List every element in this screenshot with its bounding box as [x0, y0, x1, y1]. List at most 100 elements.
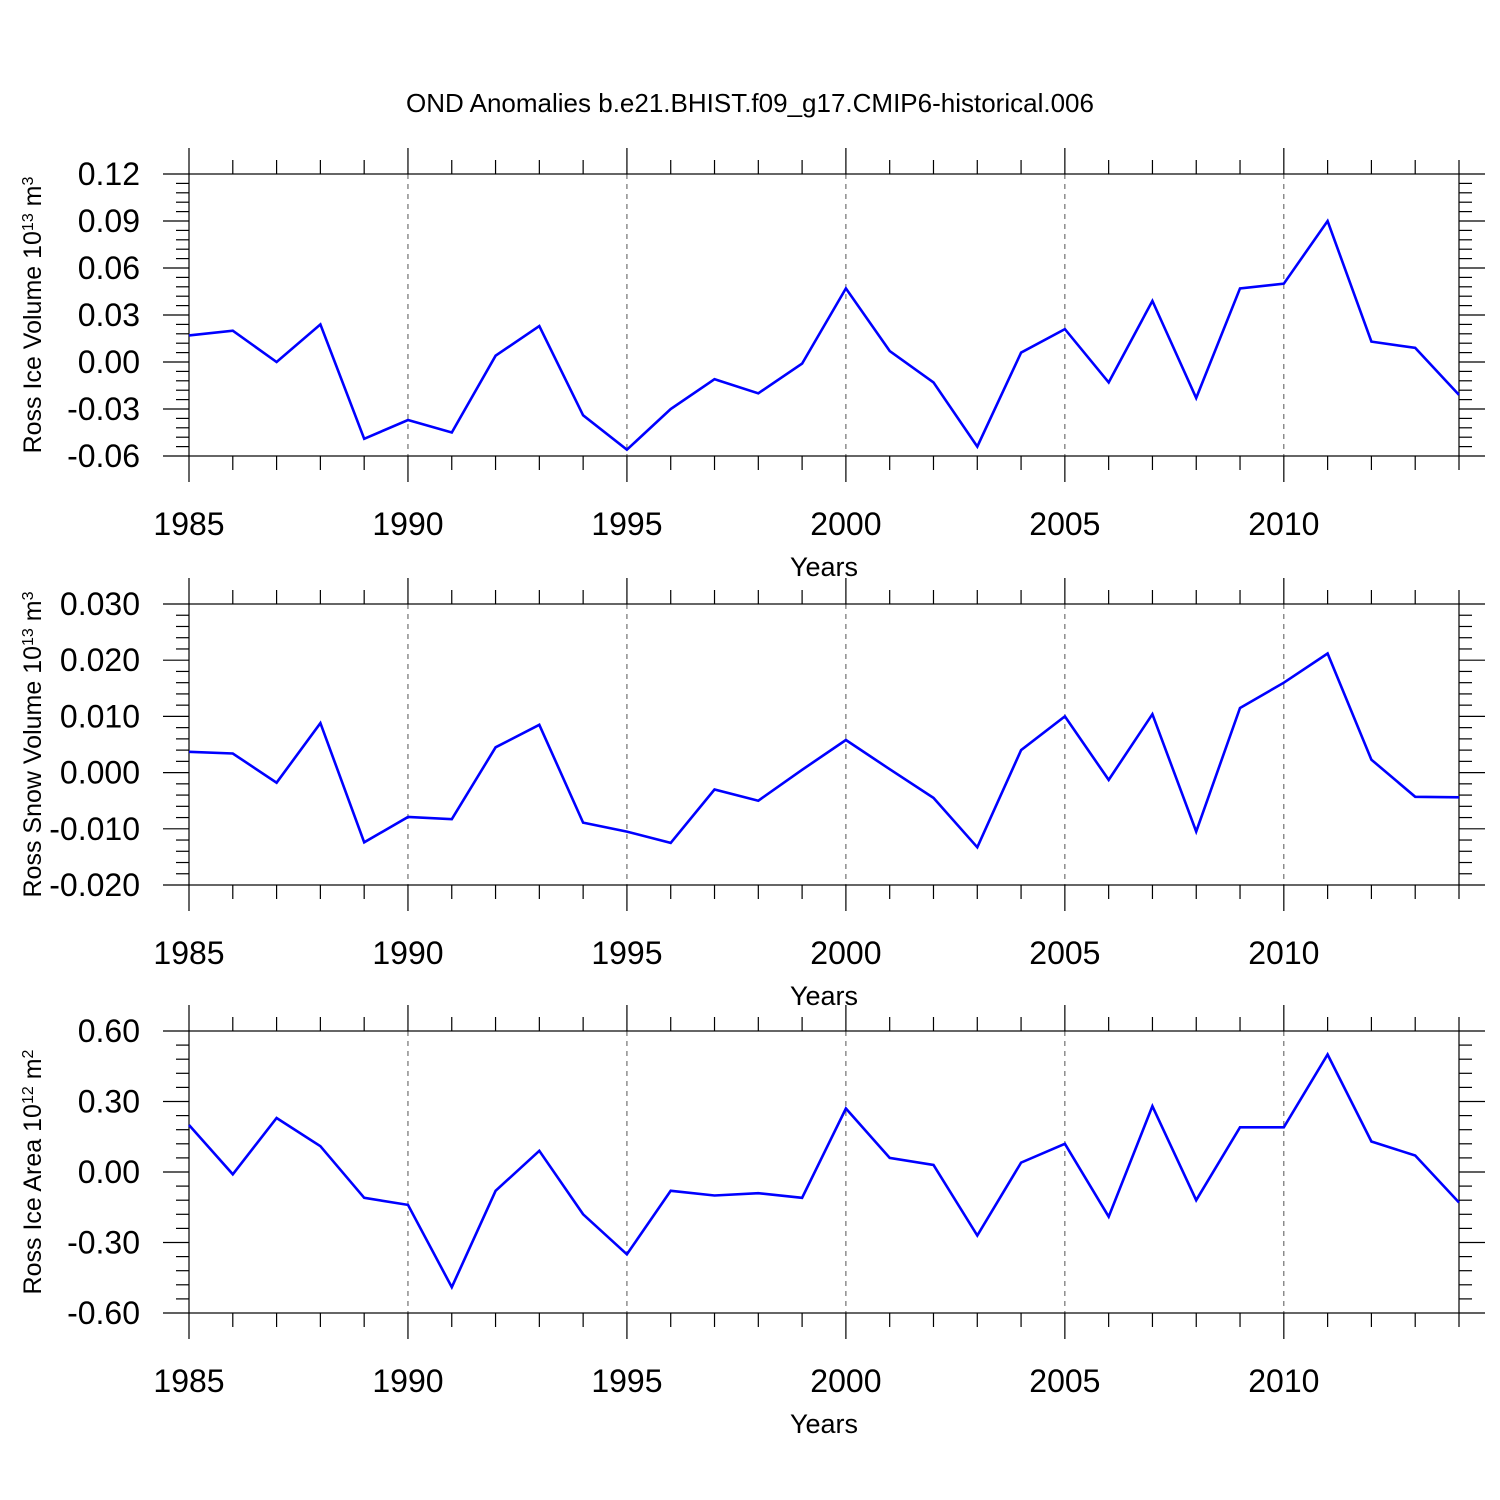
data-point — [1020, 749, 1023, 752]
data-point — [1063, 328, 1066, 331]
data-point — [450, 818, 453, 821]
data-point — [1239, 706, 1242, 709]
data-point — [231, 329, 234, 332]
data-point — [625, 1253, 628, 1256]
y-tick-label: 0.12 — [78, 156, 140, 192]
x-tick-label: 1995 — [591, 506, 662, 542]
data-point — [188, 334, 191, 337]
data-point — [669, 1189, 672, 1192]
data-point — [363, 437, 366, 440]
x-tick-label: 1985 — [153, 935, 224, 971]
y-tick-label: -0.03 — [67, 391, 140, 427]
y-axis-label: Ross Ice Area 1012 m2 — [19, 1049, 47, 1294]
data-point — [976, 1234, 979, 1237]
x-tick-label: 2010 — [1248, 1363, 1319, 1399]
data-point — [582, 821, 585, 824]
data-point — [1370, 1140, 1373, 1143]
data-point — [757, 799, 760, 802]
series-line-ross-snow-volume — [188, 651, 1460, 850]
data-point — [1107, 778, 1110, 781]
data-point — [1063, 1142, 1066, 1145]
data-point — [494, 354, 497, 357]
data-point — [888, 1156, 891, 1159]
data-point — [888, 350, 891, 353]
data-point — [319, 1145, 322, 1148]
data-point — [1151, 1105, 1154, 1108]
data-point — [669, 841, 672, 844]
data-point — [757, 392, 760, 395]
data-point — [1282, 1126, 1285, 1129]
x-tick-label: 2000 — [810, 506, 881, 542]
data-point — [713, 1194, 716, 1197]
panel-ice-volume: 1985 1990 1995 2000 2005 2010 -0.06 -0.03 0.00 0.… — [19, 148, 1485, 582]
x-axis-label: Years — [790, 1409, 858, 1439]
data-point — [1370, 340, 1373, 343]
data-point — [1370, 758, 1373, 761]
data-point — [231, 752, 234, 755]
data-point — [801, 768, 804, 771]
y-tick-label: 0.00 — [78, 344, 140, 380]
data-point — [406, 418, 409, 421]
data-point — [275, 781, 278, 784]
x-tick-label: 2010 — [1248, 935, 1319, 971]
x-tick-label: 2005 — [1029, 506, 1100, 542]
data-point — [932, 1163, 935, 1166]
y-tick-label: 0.010 — [60, 698, 140, 734]
y-tick-label: 0.000 — [60, 755, 140, 791]
data-point — [625, 448, 628, 451]
x-tick-label: 1995 — [591, 935, 662, 971]
data-point — [932, 796, 935, 799]
series-line-ross-ice-volume — [188, 218, 1460, 452]
data-point — [976, 846, 979, 849]
data-point — [844, 1107, 847, 1110]
series-line-ross-ice-area — [188, 1051, 1460, 1291]
data-point — [1458, 393, 1461, 396]
data-point — [1326, 652, 1329, 655]
data-point — [582, 1213, 585, 1216]
data-point — [844, 739, 847, 742]
data-point — [801, 1196, 804, 1199]
x-tick-label: 2000 — [810, 935, 881, 971]
data-point — [1239, 1126, 1242, 1129]
data-point — [538, 723, 541, 726]
plot-frame — [188, 173, 1460, 457]
data-point — [932, 381, 935, 384]
data-point — [1195, 830, 1198, 833]
data-point — [1414, 795, 1417, 798]
data-point — [1020, 351, 1023, 354]
data-point — [538, 1149, 541, 1152]
data-point — [1326, 1053, 1329, 1056]
plot-frame — [188, 1030, 1460, 1314]
data-point — [888, 768, 891, 771]
data-point — [275, 361, 278, 364]
data-point — [1195, 1199, 1198, 1202]
data-point — [450, 1286, 453, 1289]
y-tick-label: -0.06 — [67, 438, 140, 474]
data-point — [1151, 299, 1154, 302]
x-tick-label: 1990 — [372, 1363, 443, 1399]
data-point — [844, 287, 847, 290]
data-point — [1458, 796, 1461, 799]
data-point — [494, 746, 497, 749]
y-tick-label: 0.020 — [60, 642, 140, 678]
y-tick-label: 0.03 — [78, 297, 140, 333]
chart-title: OND Anomalies b.e21.BHIST.f09_g17.CMIP6-… — [406, 88, 1094, 118]
data-point — [188, 1124, 191, 1127]
x-axis-label: Years — [790, 981, 858, 1011]
x-tick-label: 2005 — [1029, 935, 1100, 971]
data-point — [1282, 681, 1285, 684]
data-point — [538, 324, 541, 327]
data-point — [801, 362, 804, 365]
y-tick-label: 0.030 — [60, 586, 140, 622]
data-point — [1282, 282, 1285, 285]
data-point — [976, 445, 979, 448]
data-point — [582, 414, 585, 417]
data-point — [1458, 1201, 1461, 1204]
data-point — [1151, 713, 1154, 716]
data-point — [1326, 220, 1329, 223]
panel-ice-area: 1985 1990 1995 2000 2005 2010 -0.60 -0.30 0.00 0.… — [19, 1005, 1485, 1439]
x-tick-label: 1995 — [591, 1363, 662, 1399]
x-tick-label: 1990 — [372, 506, 443, 542]
data-point — [231, 1173, 234, 1176]
